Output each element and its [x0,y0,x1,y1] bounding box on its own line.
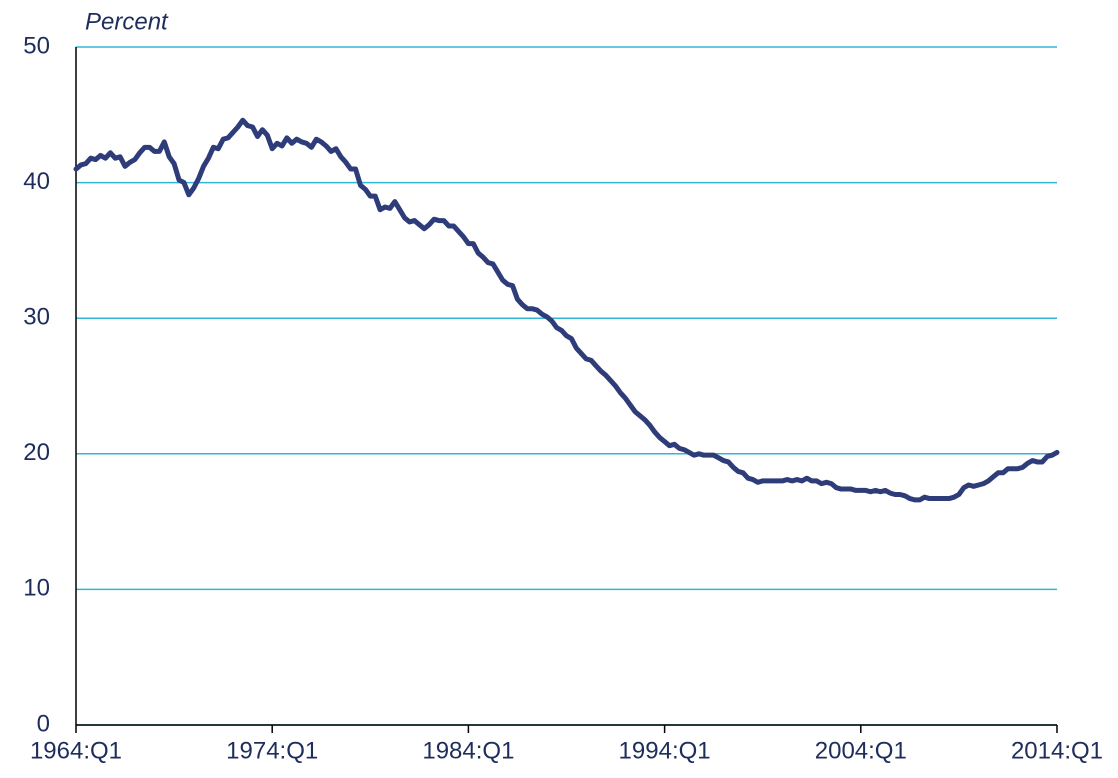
y-tick-label: 50 [23,32,50,59]
x-tick-label: 2014:Q1 [1011,737,1103,764]
y-tick-label: 30 [23,304,50,331]
y-tick-label: 10 [23,575,50,602]
chart-title: Percent [85,8,169,35]
y-tick-label: 40 [23,168,50,195]
data-line [73,117,1060,503]
x-tick-label: 1984:Q1 [422,737,514,764]
x-tick-label: 2004:Q1 [815,737,907,764]
x-tick-label: 1974:Q1 [226,737,318,764]
y-tick-label: 0 [37,710,50,737]
y-tick-label: 20 [23,439,50,466]
x-tick-label: 1964:Q1 [30,737,122,764]
x-tick-label: 1994:Q1 [619,737,711,764]
